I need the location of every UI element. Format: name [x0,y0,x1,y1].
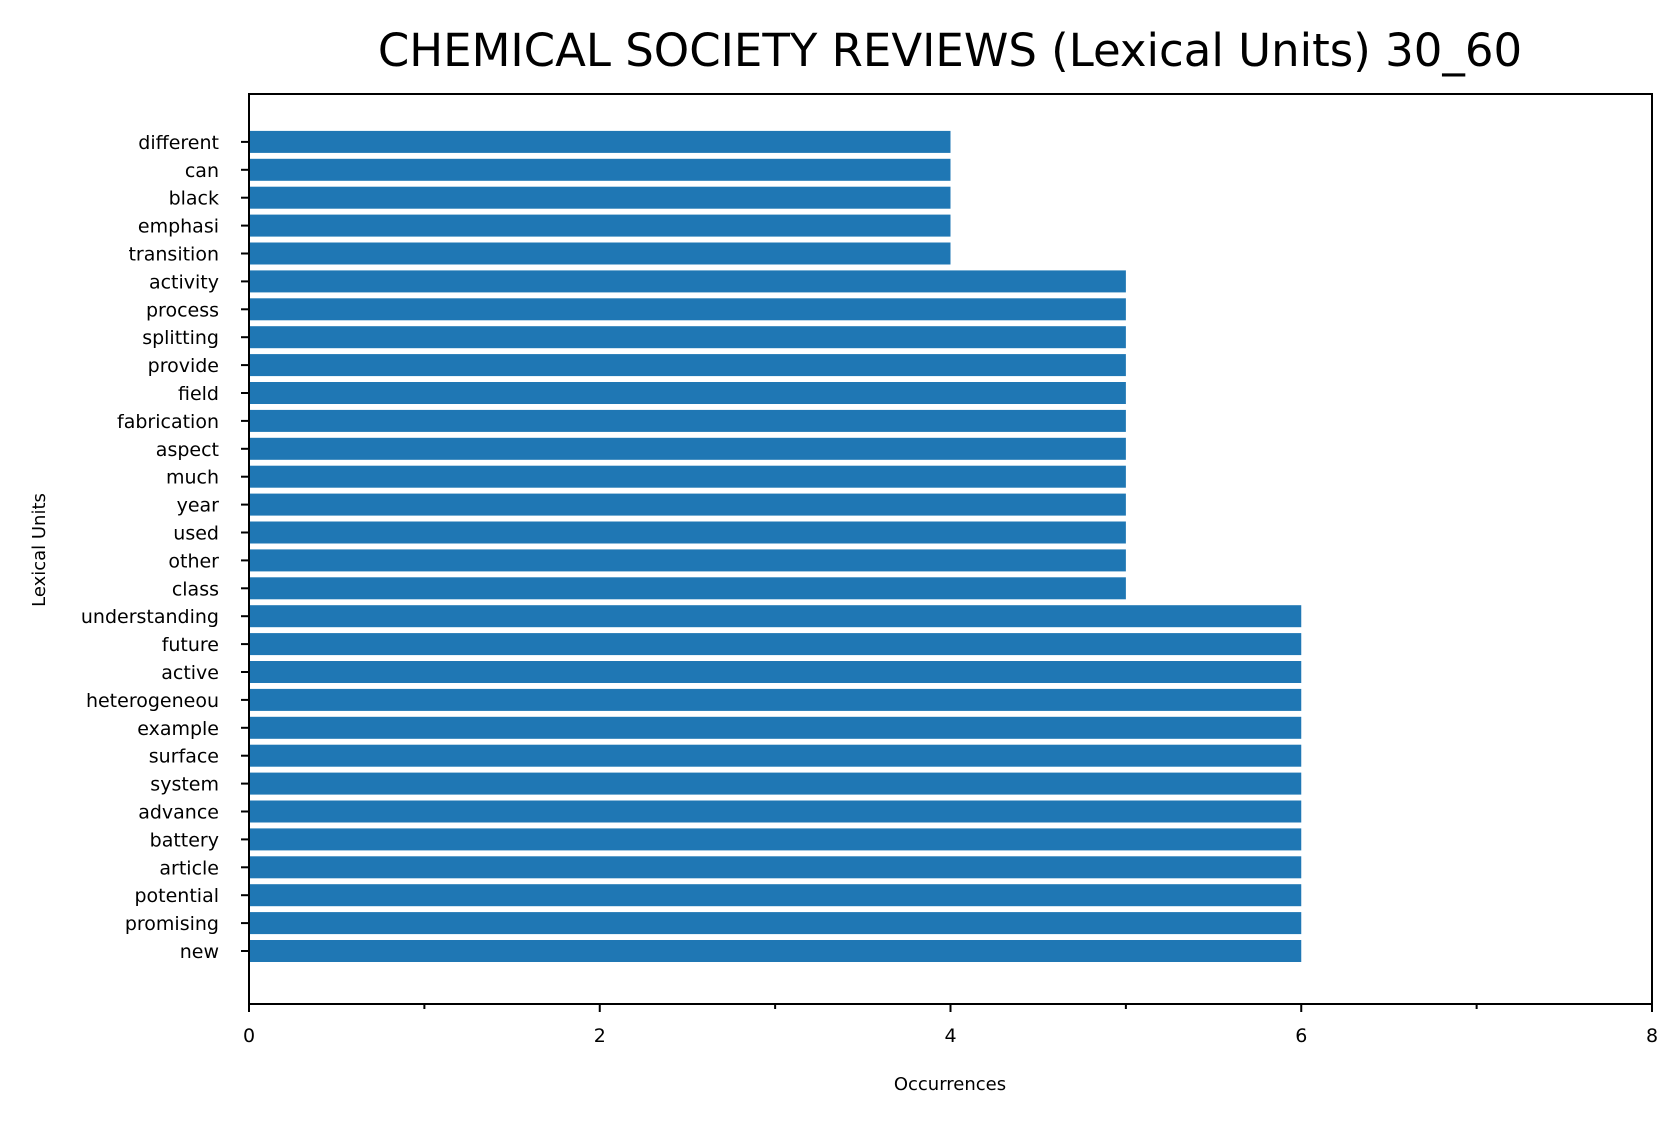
bar-class [249,577,1126,600]
bar-other [249,549,1126,572]
bar-can [249,158,951,181]
y-tick-label: field [178,383,219,405]
bar-surface [249,744,1302,767]
bars-group [249,130,1302,962]
bar-system [249,772,1302,795]
bar-future [249,633,1302,656]
y-tick-label: can [185,160,219,182]
y-tick-label: understanding [81,606,219,628]
y-axis-ticks: new promising potential article battery advan… [81,132,249,963]
bar-emphasi [249,214,951,237]
x-tick-label: 2 [594,1025,606,1047]
y-tick-label: article [159,857,219,879]
y-tick-label: fabrication [117,411,219,433]
bar-active [249,661,1302,683]
y-tick-label: emphasi [138,216,219,238]
y-tick-label: surface [149,746,219,768]
x-tick-label: 6 [1295,1025,1307,1047]
x-axis-ticks: 0 2 4 6 8 [243,1004,1658,1047]
bar-different [249,130,951,153]
bar-provide [249,354,1126,377]
y-tick-label: aspect [156,439,219,461]
bar-understanding [249,605,1302,628]
bar-transition [249,242,951,265]
y-tick-label: black [169,188,219,210]
y-tick-label: promising [125,913,219,935]
y-tick-label: active [161,662,219,684]
y-tick-label: different [138,132,219,154]
y-tick-label: splitting [142,327,219,349]
y-axis-label: Lexical Units [29,493,50,607]
y-tick-label: heterogeneou [86,690,219,712]
bar-advance [249,800,1302,823]
y-tick-label: system [150,774,219,796]
bar-aspect [249,437,1126,460]
chart-title: CHEMICAL SOCIETY REVIEWS (Lexical Units)… [378,24,1522,77]
y-tick-label: other [168,550,219,572]
bar-example [249,716,1302,739]
bar-promising [249,912,1302,935]
y-tick-label: advance [138,802,219,824]
y-tick-label: class [172,578,219,600]
bar-splitting [249,326,1126,349]
y-tick-label: activity [149,271,219,293]
bar-fabrication [249,409,1126,432]
y-tick-label: example [137,718,219,740]
bar-year [249,493,1126,516]
bar-article [249,856,1302,879]
bar-activity [249,270,1126,293]
bar-field [249,382,1126,404]
y-tick-label: battery [150,829,219,851]
y-tick-label: future [162,634,219,656]
bar-used [249,521,1126,544]
y-tick-label: provide [148,355,219,377]
x-tick-label: 4 [944,1025,956,1047]
y-tick-label: used [173,523,219,545]
bar-new [249,940,1302,962]
y-tick-label: year [177,495,220,517]
y-tick-label: potential [134,885,219,907]
bar-process [249,298,1126,321]
y-tick-label: transition [128,244,219,266]
bar-black [249,186,951,209]
bar-battery [249,828,1302,851]
x-tick-label: 8 [1646,1025,1658,1047]
x-axis-label: Occurrences [894,1074,1006,1095]
y-tick-label: process [146,299,219,321]
plot-area-frame [248,93,1653,1005]
y-tick-label: new [180,941,219,963]
x-tick-label: 0 [243,1025,255,1047]
bar-potential [249,884,1302,907]
bar-much [249,465,1126,488]
y-tick-label: much [166,467,219,489]
bar-heterogeneou [249,688,1302,711]
